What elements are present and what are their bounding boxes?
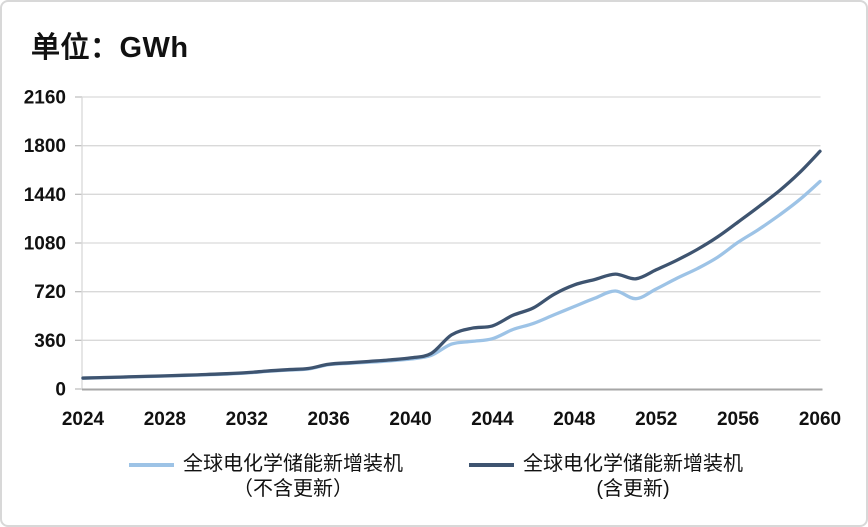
y-axis-label: 720	[34, 282, 66, 303]
legend-label-line2: （不含更新）	[233, 478, 353, 500]
series-dark-line-icon	[469, 463, 514, 467]
legend: 全球电化学储能新增装机 （不含更新） 全球电化学储能新增装机 (含更新)	[2, 452, 866, 502]
x-axis-label: 2048	[553, 409, 595, 430]
x-axis-label: 2060	[799, 409, 841, 430]
legend-item-excluding-renewal[interactable]: 全球电化学储能新增装机 （不含更新）	[129, 452, 403, 502]
x-axis-label: 2028	[144, 409, 186, 430]
x-axis-label: 2024	[62, 409, 105, 430]
y-axis-label: 360	[34, 331, 66, 352]
y-axis-label: 0	[55, 380, 66, 401]
chart-title: 单位：GWh	[31, 32, 189, 64]
y-axis-label: 2160	[24, 88, 66, 109]
legend-label-line1: 全球电化学储能新增装机	[183, 453, 403, 475]
series-line-dark	[81, 149, 822, 380]
x-axis-label: 2032	[226, 409, 268, 430]
y-axis-label: 1440	[24, 185, 66, 206]
x-axis-label: 2052	[635, 409, 677, 430]
x-axis-label: 2056	[717, 409, 759, 430]
legend-label-line1: 全球电化学储能新增装机	[523, 453, 743, 475]
series-line-light	[81, 179, 822, 380]
legend-label-line2: (含更新)	[596, 478, 670, 500]
x-axis-label: 2044	[471, 409, 514, 430]
legend-item-including-renewal[interactable]: 全球电化学储能新增装机 (含更新)	[469, 452, 743, 502]
y-axis-label: 1800	[24, 136, 66, 157]
series-light-line-icon	[129, 463, 174, 467]
y-axis-label: 1080	[24, 234, 66, 255]
legend-label-excluding-renewal: 全球电化学储能新增装机 （不含更新）	[183, 452, 403, 502]
legend-label-including-renewal: 全球电化学储能新增装机 (含更新)	[523, 452, 743, 502]
x-axis-label: 2036	[308, 409, 350, 430]
x-axis-label: 2040	[389, 409, 431, 430]
